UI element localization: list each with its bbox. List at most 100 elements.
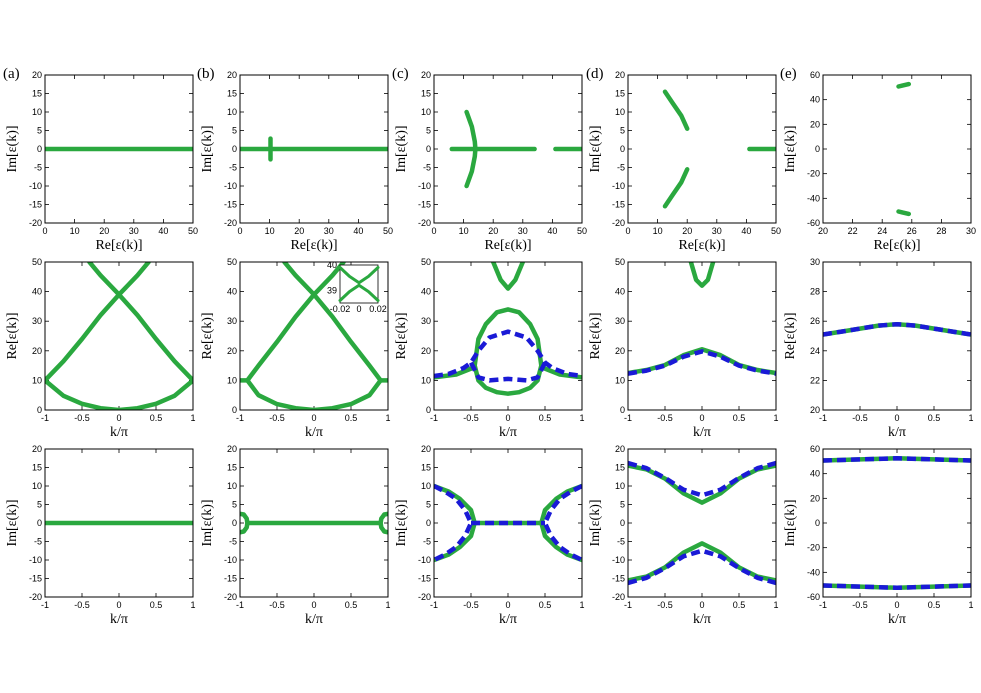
y-axis-label: Im[ε(k)] [588,125,603,172]
x-tick-label: 0.5 [733,413,746,423]
y-tick-label: 20 [32,70,42,80]
x-tick-label: -1 [624,600,632,610]
y-tick-label: 30 [32,316,42,326]
x-tick-label: 1 [773,413,778,423]
plot-frame [44,74,194,224]
y-tick-label: -40 [807,567,820,577]
series-group [45,262,193,410]
y-tick-label: 15 [227,463,237,473]
x-tick-label: 30 [712,226,722,236]
y-tick-label: 5 [37,126,42,136]
x-tick-label: 26 [907,226,917,236]
x-axis-label: k/π [693,425,711,440]
x-tick-label: 0 [894,413,899,423]
column-label-a: (a) [3,66,20,82]
x-tick-label: 0 [311,413,316,423]
x-tick-label: 0 [116,413,121,423]
x-tick-label: 1 [190,413,195,423]
y-tick-label: 5 [37,500,42,510]
x-tick-label: 0 [42,226,47,236]
column-label-b: (b) [197,66,215,82]
panel-d1: 0 10 20 30 40 50 -20 -15 -10 -5 0 5 10 15 20 Re[ε(k)] Im… [588,70,781,253]
y-tick-label: 30 [227,316,237,326]
x-tick-label: 40 [158,226,168,236]
panel-e2: -1 -0.5 0 0.5 1 20 22 24 26 28 30 k/π Re[ε(k)] [783,257,974,440]
y-tick-label: 20 [227,346,237,356]
x-tick-label: -1 [236,413,244,423]
x-tick-label: 0 [505,600,510,610]
x-tick-label: 22 [848,226,858,236]
y-tick-label: -15 [612,574,625,584]
x-tick-label: 1 [773,600,778,610]
x-tick-label: -1 [819,600,827,610]
y-axis-label: Im[ε(k)] [588,499,603,546]
y-tick-label: 26 [810,316,820,326]
y-tick-label: 0 [620,144,625,154]
y-tick-label: -20 [807,543,820,553]
series-blue-3 [823,583,971,591]
x-tick-label: -1 [430,600,438,610]
x-tick-label: 20 [818,226,828,236]
panel-b1: 0 10 20 30 40 50 -20 -15 -10 -5 0 5 10 15 20 Re[ε(k)] Im… [200,70,393,253]
series-group [896,81,912,217]
column-label-e: (e) [780,66,797,82]
x-tick-label: 0 [116,600,121,610]
plot-frame [239,74,389,224]
y-axis-label: Im[ε(k)] [5,125,20,172]
panel-e1: 20 22 24 26 28 30 -60 -40 -20 0 20 40 60 Re[ε(k)] Im[ε… [783,70,976,253]
y-tick-label: -5 [229,163,237,173]
x-tick-label: 0 [894,600,899,610]
x-tick-label: -0.5 [74,413,90,423]
x-tick-label: -0.5 [269,413,285,423]
y-tick-label: 40 [227,287,237,297]
y-tick-label: 40 [810,95,820,105]
plot-frame [44,448,194,598]
x-tick-label: -0.5 [852,413,868,423]
x-axis-label: k/π [305,612,323,627]
y-tick-label: 50 [227,257,237,267]
series-green-1 [240,511,250,535]
y-tick-label: 5 [232,126,237,136]
x-tick-label: 20 [488,226,498,236]
y-tick-label: -5 [617,163,625,173]
series-green-1 [45,262,151,383]
y-tick-label: 50 [32,257,42,267]
y-tick-label: -15 [418,200,431,210]
series-green-0 [896,81,912,89]
inset-b2: -0.02 0 0.02 39 40 [327,260,387,314]
y-tick-label: 10 [227,375,237,385]
series-green-2 [464,109,478,189]
series-group [434,483,582,563]
series-green-4 [282,262,383,383]
series-green-1 [628,541,776,583]
plot-frame [44,261,194,411]
plot-frame [239,261,389,411]
y-tick-label: 50 [421,257,431,267]
series-group [628,460,776,586]
y-tick-label: 10 [32,481,42,491]
y-tick-label: 0 [815,144,820,154]
y-tick-label: -60 [807,592,820,602]
y-tick-label: -10 [224,555,237,565]
x-axis-label: k/π [110,612,128,627]
series-green-0 [688,262,716,288]
y-tick-label: 20 [421,70,431,80]
plot-frame [822,261,972,411]
y-tick-label: -40 [807,193,820,203]
series-blue-1 [823,321,971,337]
y-tick-label: 50 [615,257,625,267]
x-tick-label: -0.5 [852,600,868,610]
y-tick-label: 15 [615,463,625,473]
series-green-1 [896,209,912,217]
y-tick-label: -20 [224,592,237,602]
series-green-2 [378,511,388,535]
y-tick-label: 40 [810,469,820,479]
y-tick-label: 20 [32,346,42,356]
x-tick-label: 0 [311,600,316,610]
y-tick-label: 5 [232,500,237,510]
plot-frame [627,261,777,411]
y-tick-label: 15 [421,463,431,473]
plot-frame [822,448,972,598]
x-tick-label: 50 [577,226,587,236]
